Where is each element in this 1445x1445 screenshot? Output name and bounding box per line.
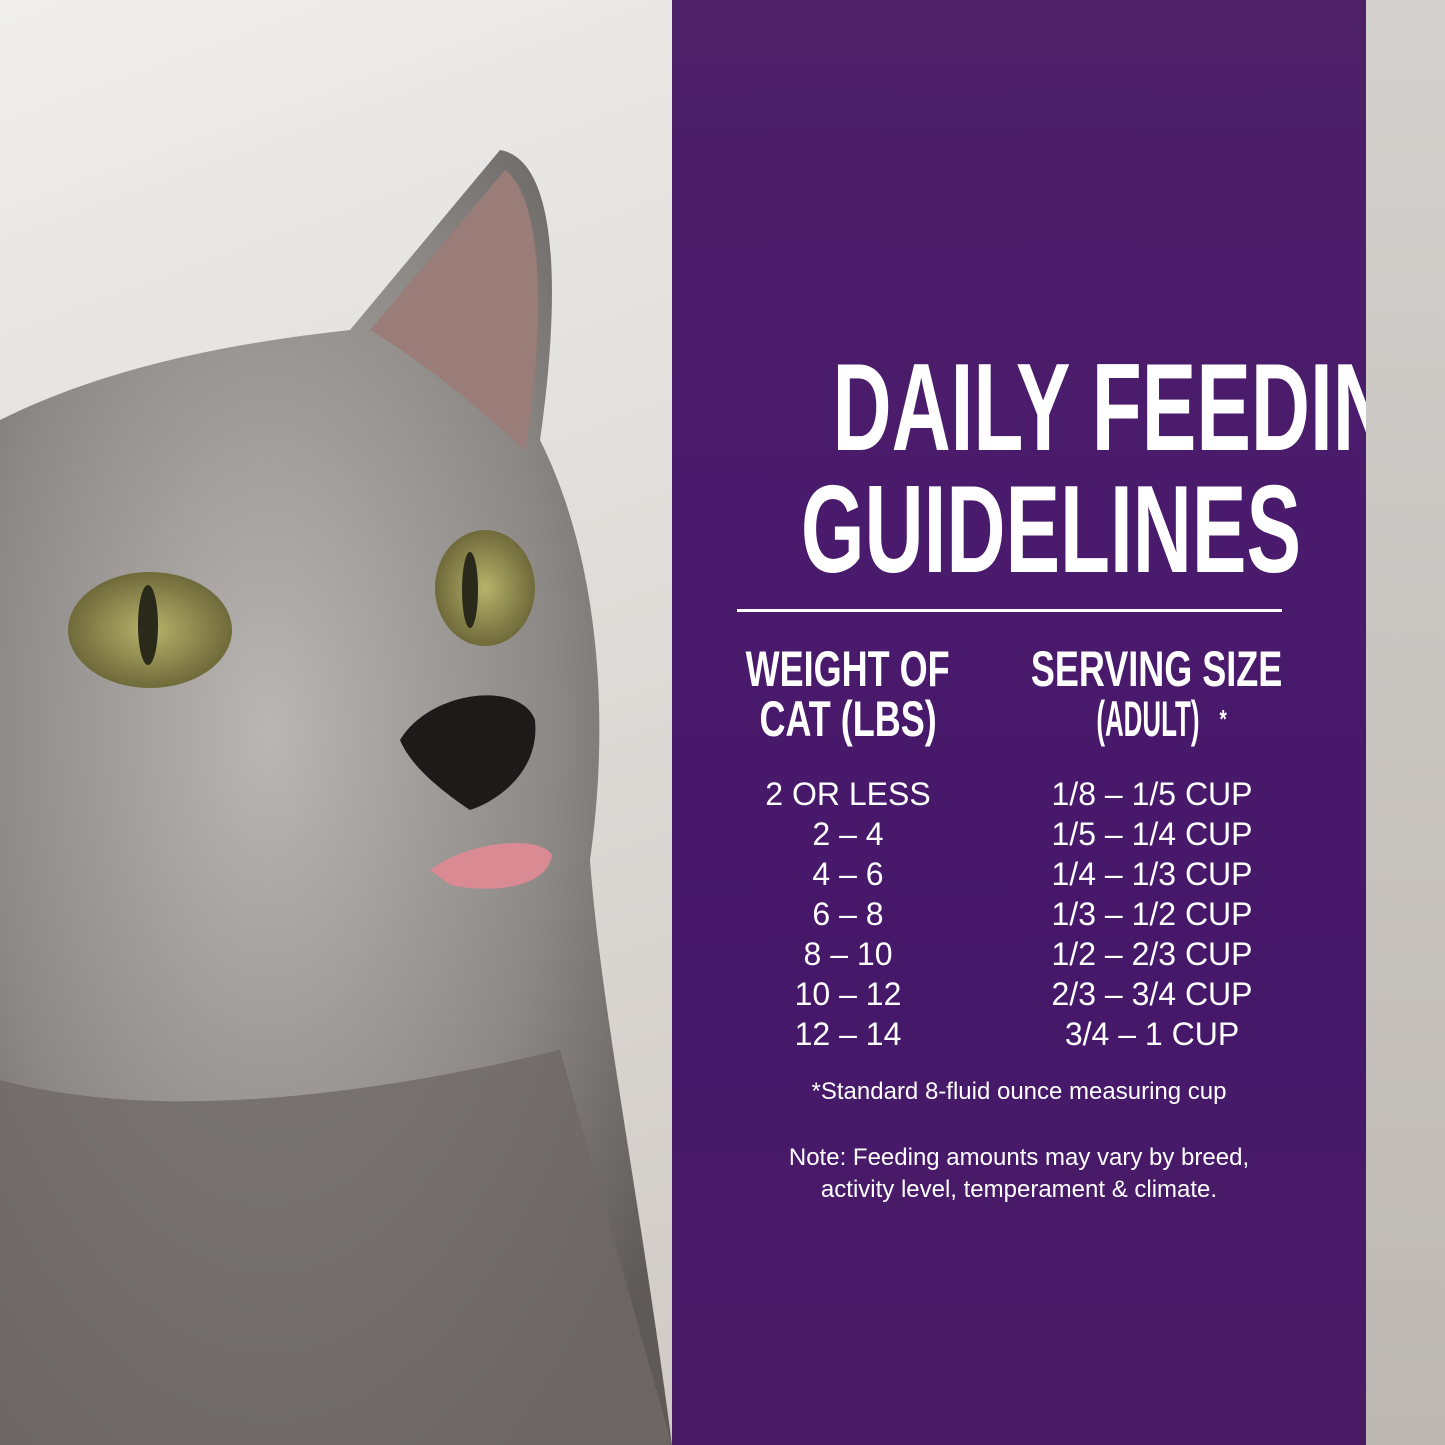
weight-cell: 6 – 8	[812, 896, 884, 932]
weight-cell: 10 – 12	[794, 976, 902, 1012]
weight-header-line-1: WEIGHT OF	[746, 641, 950, 697]
note-line-2: activity level, temperament & climate.	[820, 1176, 1218, 1203]
title-text: DAILY FEEDING	[832, 339, 1445, 477]
divider	[737, 609, 1282, 612]
serving-column: SERVING SIZE (ADULT) * 1/8 – 1/5 CUP 1/5 …	[982, 644, 1322, 1054]
weight-column: WEIGHT OF CAT (LBS) 2 OR LESS 2 – 4 4 – …	[678, 644, 1018, 1054]
serving-cell: 2/3 – 3/4 CUP	[1051, 976, 1253, 1012]
title-line-2: GUIDELINES	[672, 468, 1366, 592]
title-text: GUIDELINES	[800, 461, 1302, 599]
serving-header-line-2: (ADULT) *	[1096, 691, 1228, 747]
serving-cell: 1/3 – 1/2 CUP	[1051, 896, 1253, 932]
footnote: *Standard 8-fluid ounce measuring cup	[811, 1078, 1227, 1105]
serving-cell: 3/4 – 1 CUP	[1064, 1016, 1240, 1052]
weight-cell: 4 – 6	[812, 856, 884, 892]
weight-header-line-2: CAT (LBS)	[759, 691, 937, 747]
background-strip	[1366, 0, 1445, 1445]
asterisk: *	[1219, 704, 1228, 734]
cat-photo	[0, 0, 672, 1445]
weight-cell: 2 OR LESS	[765, 776, 931, 812]
weight-cell: 12 – 14	[794, 1016, 902, 1052]
serving-cell: 1/2 – 2/3 CUP	[1051, 936, 1253, 972]
weight-cell: 8 – 10	[803, 936, 893, 972]
note: Note: Feeding amounts may vary by breed,…	[672, 1142, 1366, 1206]
serving-header-line-1: SERVING SIZE	[1030, 641, 1283, 697]
weight-cell: 2 – 4	[812, 816, 884, 852]
title-line-1: DAILY FEEDING	[672, 346, 1445, 470]
serving-cell: 1/8 – 1/5 CUP	[1051, 776, 1253, 812]
feeding-guidelines-panel: DAILY FEEDING GUIDELINES WEIGHT OF CAT (…	[672, 0, 1445, 1445]
serving-cell: 1/5 – 1/4 CUP	[1051, 816, 1253, 852]
cat-illustration	[0, 150, 672, 1445]
note-line-1: Note: Feeding amounts may vary by breed,	[788, 1144, 1250, 1171]
serving-cell: 1/4 – 1/3 CUP	[1051, 856, 1253, 892]
